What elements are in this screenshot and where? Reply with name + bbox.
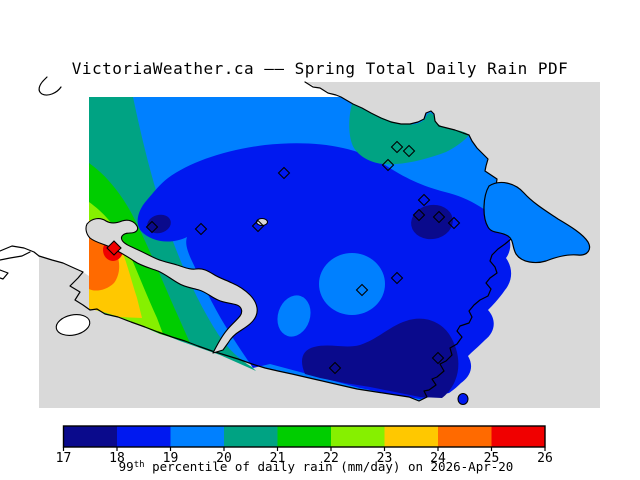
lagoon	[55, 314, 91, 336]
contour-19-20-tongue	[277, 295, 311, 337]
station-marker	[447, 216, 461, 230]
contour-19-20-oval	[319, 253, 385, 315]
colorbar-tick-label: 23	[377, 451, 393, 466]
colorbar-tick-label: 26	[537, 451, 553, 466]
contour-band-20-21-northeast	[349, 104, 469, 165]
station-marker	[277, 166, 291, 180]
station-marker	[194, 222, 208, 236]
station-marker	[145, 220, 159, 234]
colorbar-segment	[331, 426, 385, 447]
station-marker	[431, 351, 445, 365]
coastline-hook	[38, 76, 62, 96]
contour-band-24-25-west	[89, 230, 120, 291]
colorbar-tick-label: 18	[109, 451, 125, 466]
colorbar-tick-label: 25	[484, 451, 500, 466]
colorbar-caption: 99th percentile of daily rain (mm/day) o…	[119, 459, 514, 474]
colorbar-segment	[117, 426, 171, 447]
island	[483, 181, 591, 264]
colorbar-segment	[170, 426, 224, 447]
colorbar-segment	[277, 426, 331, 447]
colorbar-segment	[491, 426, 545, 447]
colorbar-frame	[62, 425, 546, 448]
station-marker	[402, 144, 416, 158]
colorbar-tick-label: 22	[323, 451, 339, 466]
colorbar-tick-label: 19	[163, 451, 179, 466]
contour-17-18-south-band	[302, 318, 459, 398]
contour-17-18-northeast-pocket	[411, 204, 453, 240]
colorbar-tick-label: 21	[270, 451, 286, 466]
colorbar-ticks: 17 18 19 20 21 22 23 24 25 26	[56, 447, 553, 466]
station-marker	[432, 210, 446, 224]
station-marker	[355, 283, 369, 297]
colorbar-segment	[438, 426, 492, 447]
station-marker	[417, 193, 431, 207]
colorbar-segment	[63, 426, 117, 447]
colorbar-tick-label: 20	[216, 451, 232, 466]
coastline-southwest	[0, 245, 40, 280]
station-marker	[412, 208, 426, 222]
highlighted-station-marker	[106, 240, 122, 256]
coastline-main	[38, 81, 512, 402]
station-marker	[328, 361, 342, 375]
colorbar-segment	[224, 426, 278, 447]
contour-17-18-west-pocket	[147, 214, 171, 234]
station-marker	[390, 271, 404, 285]
station-marker	[381, 158, 395, 172]
station-marker	[390, 140, 404, 154]
colorbar-tick-label: 17	[56, 451, 72, 466]
islet	[457, 393, 469, 405]
station-markers	[106, 140, 461, 375]
colorbar-segment	[384, 426, 438, 447]
colorbar	[63, 426, 545, 447]
harbour-inlet	[85, 218, 258, 354]
station-marker	[251, 219, 265, 233]
chart-title: VictoriaWeather.ca —— Spring Total Daily…	[72, 59, 569, 78]
colorbar-tick-label: 24	[430, 451, 446, 466]
